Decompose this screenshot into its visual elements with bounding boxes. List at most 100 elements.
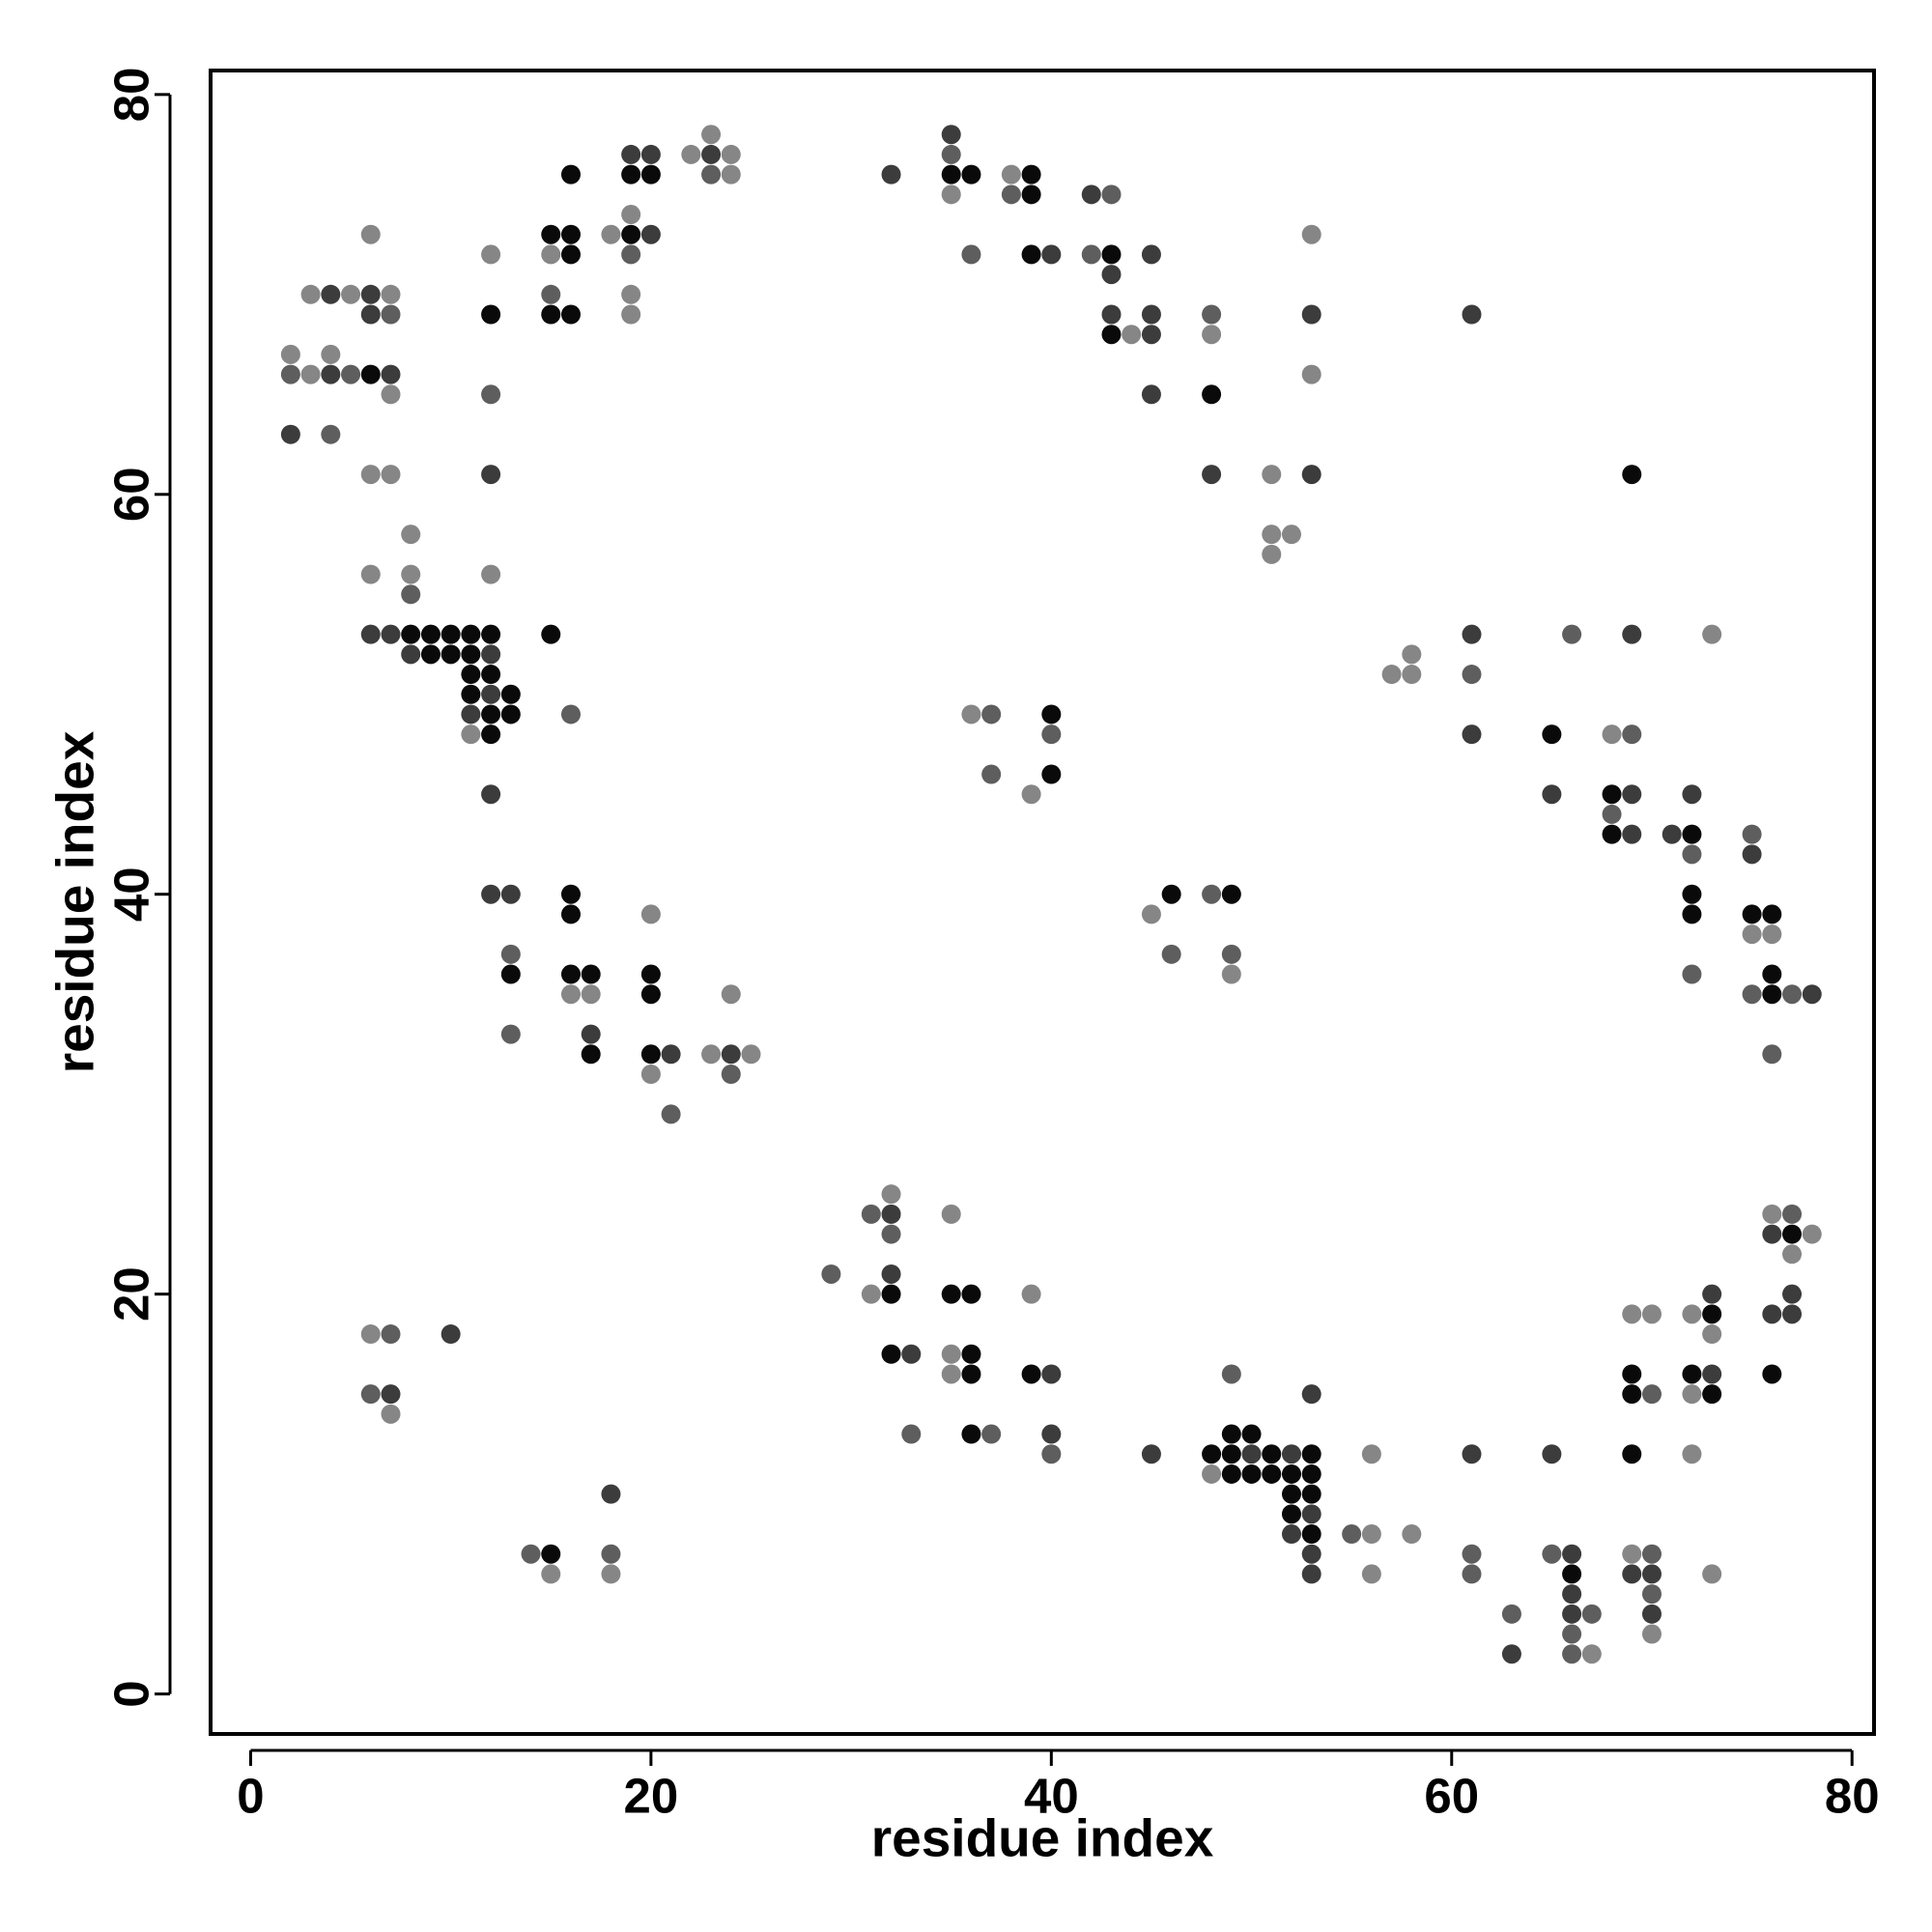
point (1702, 1564, 1722, 1584)
point (1262, 1444, 1282, 1464)
point (1141, 244, 1161, 265)
point (1402, 665, 1422, 685)
point (1762, 924, 1782, 945)
point (621, 304, 641, 325)
point (1041, 704, 1062, 724)
point (581, 964, 601, 984)
point (1262, 544, 1282, 564)
point (381, 1404, 401, 1424)
point (1202, 325, 1222, 345)
point (721, 164, 741, 185)
point (1462, 1544, 1482, 1564)
point (360, 224, 381, 244)
point (1241, 1424, 1262, 1444)
point (1562, 1584, 1582, 1605)
point (1682, 884, 1702, 904)
point (1141, 1444, 1161, 1464)
point (1641, 1564, 1662, 1584)
point (560, 304, 581, 325)
point (481, 564, 501, 584)
point (360, 364, 381, 384)
point (701, 125, 722, 145)
point (1021, 1284, 1041, 1304)
point (1221, 1444, 1241, 1464)
point (1641, 1544, 1662, 1564)
point (1301, 1524, 1321, 1545)
point (1622, 624, 1642, 644)
point (461, 704, 481, 724)
point (360, 1324, 381, 1345)
point (541, 1544, 561, 1564)
point (1221, 884, 1241, 904)
point (1702, 1384, 1722, 1405)
point (560, 984, 581, 1005)
point (321, 284, 341, 304)
point (661, 1044, 681, 1065)
point (1562, 1564, 1582, 1584)
point (440, 624, 461, 644)
point (1041, 244, 1062, 265)
point (1622, 1304, 1642, 1324)
point (1462, 1564, 1482, 1584)
point (1402, 644, 1422, 665)
point (1241, 1463, 1262, 1484)
point (961, 1344, 981, 1364)
point (1402, 1524, 1422, 1545)
point (401, 644, 421, 665)
point (1281, 525, 1301, 545)
point (1782, 984, 1803, 1005)
point (1682, 1364, 1702, 1384)
point (1361, 1564, 1381, 1584)
point (1301, 1504, 1321, 1524)
point (461, 684, 481, 704)
point (1762, 1044, 1782, 1065)
point (1762, 964, 1782, 984)
point (1202, 465, 1222, 485)
point (1202, 884, 1222, 904)
point (1462, 724, 1482, 745)
point (1782, 1304, 1803, 1324)
point (601, 1484, 621, 1504)
point (1202, 1463, 1222, 1484)
point (1281, 1484, 1301, 1504)
point (381, 624, 401, 644)
point (1301, 1484, 1321, 1504)
point (1641, 1384, 1662, 1405)
point (941, 144, 961, 164)
point (701, 1044, 722, 1065)
point (500, 964, 521, 984)
y-axis-title: residue index (45, 730, 105, 1073)
y-tick-label: 20 (103, 1266, 158, 1321)
point (1021, 164, 1041, 185)
point (280, 344, 300, 364)
point (941, 125, 961, 145)
point (1361, 1524, 1381, 1545)
x-tick-label: 0 (237, 1768, 264, 1823)
point (601, 1544, 621, 1564)
point (360, 284, 381, 304)
point (1622, 1384, 1642, 1405)
point (1762, 1304, 1782, 1324)
point (881, 164, 901, 185)
point (881, 1204, 901, 1224)
y-tick-label: 60 (103, 467, 158, 522)
point (1742, 824, 1762, 844)
point (1101, 304, 1122, 325)
y-tick-label: 40 (103, 867, 158, 922)
point (1682, 784, 1702, 805)
point (1602, 724, 1622, 745)
point (721, 984, 741, 1005)
point (1702, 1284, 1722, 1304)
point (360, 624, 381, 644)
point (581, 984, 601, 1005)
point (401, 564, 421, 584)
point (1301, 465, 1321, 485)
y-tick-label: 0 (103, 1680, 158, 1707)
point (1021, 185, 1041, 205)
x-tick-label: 20 (624, 1768, 679, 1823)
point (1542, 724, 1562, 745)
point (541, 1564, 561, 1584)
point (420, 624, 440, 644)
point (1702, 1304, 1722, 1324)
